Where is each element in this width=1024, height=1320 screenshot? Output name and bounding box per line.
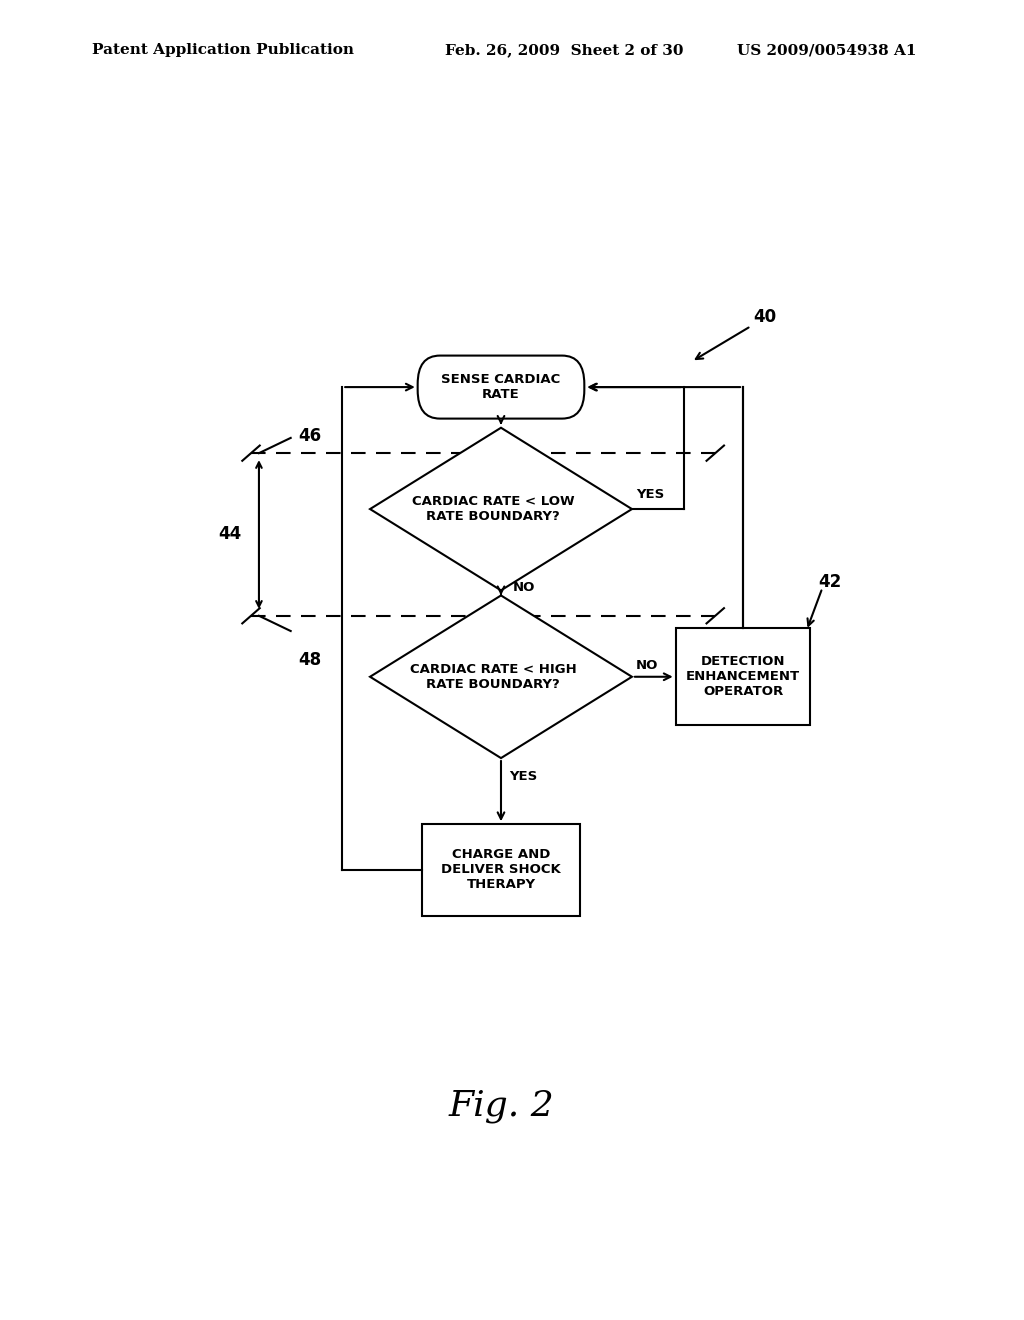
Text: NO: NO	[513, 581, 536, 594]
Text: 46: 46	[299, 428, 322, 445]
Text: CHARGE AND
DELIVER SHOCK
THERAPY: CHARGE AND DELIVER SHOCK THERAPY	[441, 849, 561, 891]
Text: 44: 44	[218, 525, 242, 544]
Bar	[676, 628, 811, 725]
Text: DETECTION
ENHANCEMENT
OPERATOR: DETECTION ENHANCEMENT OPERATOR	[686, 655, 800, 698]
Text: 42: 42	[818, 573, 842, 591]
Text: YES: YES	[636, 488, 665, 500]
Text: 48: 48	[299, 651, 322, 669]
Text: CARDIAC RATE < LOW
RATE BOUNDARY?: CARDIAC RATE < LOW RATE BOUNDARY?	[412, 495, 574, 523]
FancyBboxPatch shape	[418, 355, 585, 418]
Text: NO: NO	[636, 659, 658, 672]
Text: Feb. 26, 2009  Sheet 2 of 30: Feb. 26, 2009 Sheet 2 of 30	[445, 44, 684, 57]
Text: 40: 40	[754, 308, 776, 326]
Text: YES: YES	[509, 771, 538, 783]
Text: Fig. 2: Fig. 2	[449, 1089, 554, 1123]
Text: Patent Application Publication: Patent Application Publication	[92, 44, 354, 57]
Polygon shape	[370, 428, 632, 590]
Text: US 2009/0054938 A1: US 2009/0054938 A1	[737, 44, 916, 57]
Bar	[422, 824, 581, 916]
Text: CARDIAC RATE < HIGH
RATE BOUNDARY?: CARDIAC RATE < HIGH RATE BOUNDARY?	[410, 663, 577, 690]
Polygon shape	[370, 595, 632, 758]
Text: SENSE CARDIAC
RATE: SENSE CARDIAC RATE	[441, 374, 560, 401]
